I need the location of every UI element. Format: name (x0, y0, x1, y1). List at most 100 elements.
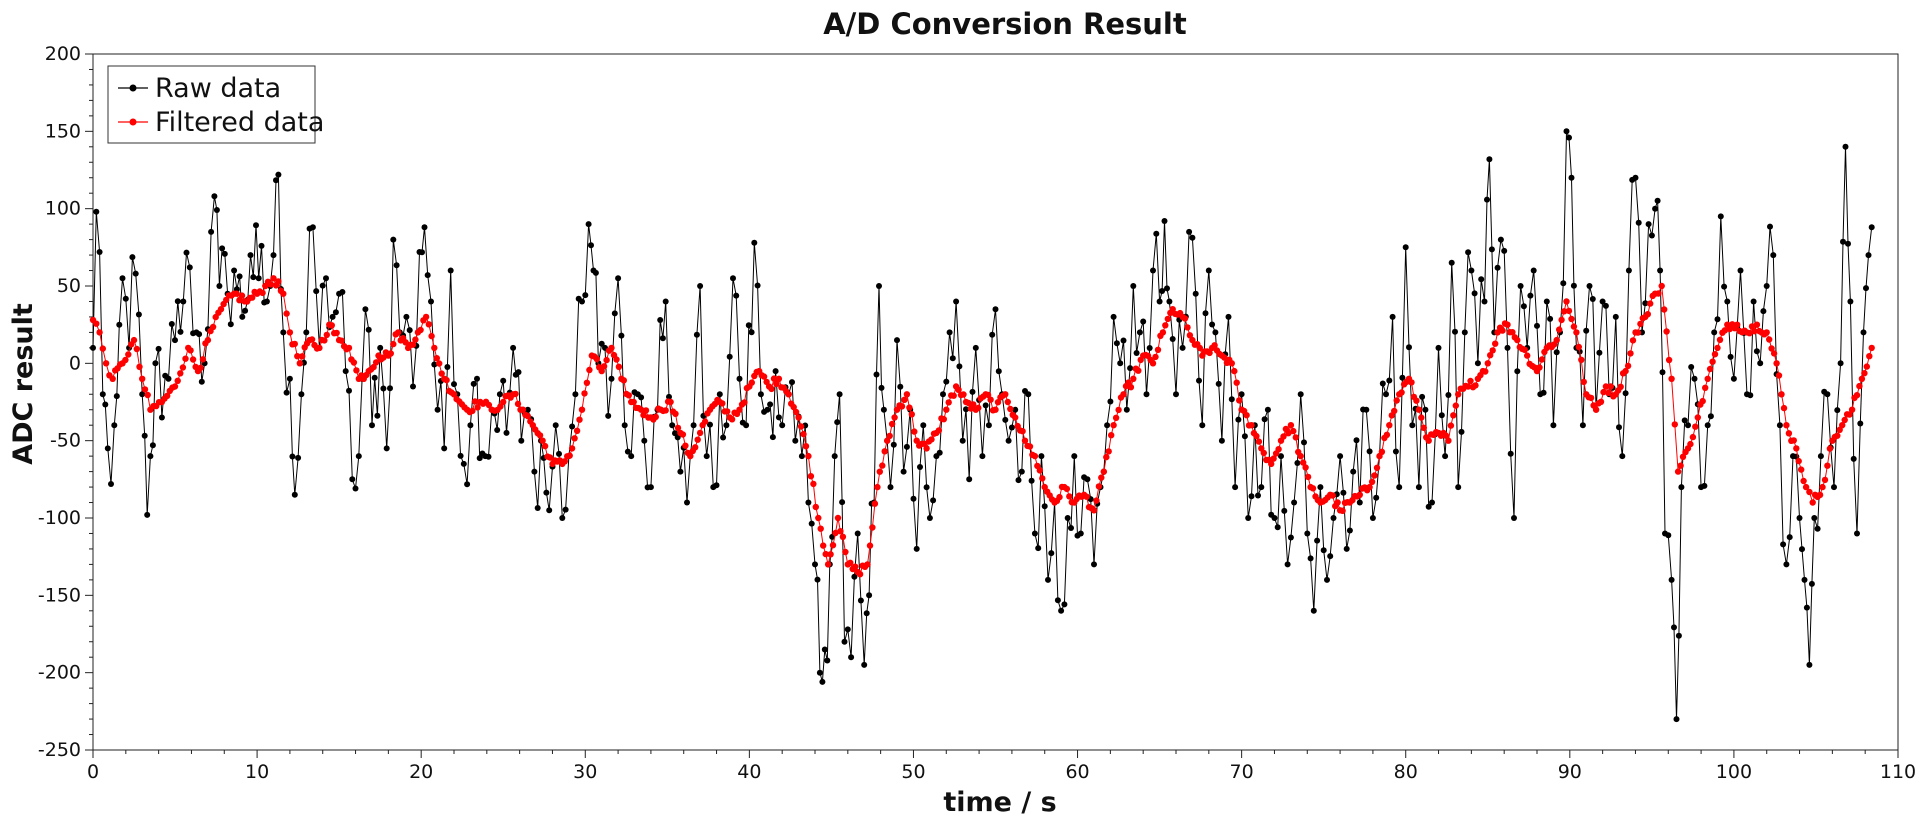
data-point (1644, 311, 1652, 318)
data-point (1304, 530, 1311, 537)
data-point (1578, 356, 1585, 363)
data-point (1005, 437, 1012, 444)
data-point (795, 414, 802, 421)
data-point (1694, 414, 1702, 421)
data-point (994, 399, 1002, 406)
data-point (910, 495, 917, 502)
data-point (1668, 375, 1675, 382)
data-point (1504, 344, 1511, 351)
data-point (1727, 353, 1734, 360)
data-point (1819, 483, 1826, 491)
data-point (1550, 422, 1557, 429)
data-point (736, 375, 743, 382)
data-point (552, 422, 559, 429)
data-point (1760, 308, 1767, 315)
data-point (1607, 383, 1615, 390)
data-point (93, 320, 100, 327)
series-filtered-data (89, 275, 1875, 578)
data-point (697, 283, 704, 289)
data-point (1795, 457, 1802, 465)
data-point (839, 533, 847, 540)
data-point (1363, 406, 1370, 413)
data-point (217, 306, 225, 313)
data-point (433, 355, 440, 362)
data-point (1773, 360, 1780, 367)
data-point (816, 669, 823, 676)
data-point (1287, 534, 1294, 541)
data-point (1018, 468, 1025, 475)
data-point (1556, 326, 1563, 333)
data-point (1041, 503, 1048, 510)
data-point (1580, 378, 1588, 386)
data-point (99, 345, 107, 352)
data-point (1095, 483, 1103, 490)
data-point (775, 414, 782, 421)
data-point (1309, 485, 1317, 492)
data-point (267, 281, 274, 288)
data-point (510, 344, 517, 351)
data-point (751, 239, 758, 246)
data-point (546, 507, 553, 514)
data-point (1302, 464, 1309, 471)
data-point (1468, 267, 1475, 274)
data-point (1063, 485, 1071, 493)
data-point (928, 436, 935, 443)
data-point (1824, 462, 1831, 469)
data-point (1768, 345, 1775, 352)
data-point (1839, 422, 1846, 429)
data-point (949, 355, 956, 362)
data-point (1452, 402, 1460, 409)
data-point (1413, 397, 1420, 404)
data-point (1048, 550, 1055, 557)
data-point (1665, 532, 1672, 539)
data-point (1379, 380, 1386, 387)
data-point (1647, 300, 1654, 307)
data-point (1642, 300, 1649, 307)
data-point (1821, 476, 1829, 484)
y-tick-label: 150 (45, 120, 81, 142)
data-point (1120, 337, 1127, 344)
data-point (1090, 507, 1098, 514)
data-point (1173, 391, 1179, 398)
data-point (1415, 484, 1422, 491)
data-point (723, 422, 730, 429)
data-point (1721, 327, 1729, 334)
data-point (1857, 420, 1864, 427)
data-point (1622, 390, 1629, 397)
data-point (1169, 306, 1176, 313)
data-point (1215, 380, 1222, 387)
data-point (897, 383, 904, 390)
data-point (96, 249, 103, 255)
data-point (701, 418, 709, 425)
data-point (422, 313, 430, 321)
data-point (1671, 421, 1679, 428)
data-point (789, 379, 795, 386)
data-point (93, 208, 100, 215)
data-point (659, 335, 666, 342)
data-point (906, 404, 913, 411)
data-point (1098, 474, 1105, 481)
data-point (1007, 405, 1014, 413)
data-point (880, 406, 887, 413)
data-point (1418, 414, 1425, 421)
data-point (1117, 360, 1124, 367)
x-tick-label: 10 (245, 761, 269, 783)
data-point (421, 224, 428, 231)
data-point (917, 464, 923, 470)
data-point (1202, 310, 1209, 317)
data-point (319, 282, 326, 289)
data-point (1619, 453, 1626, 460)
data-point (713, 482, 720, 489)
data-point (390, 236, 397, 243)
data-point (1824, 391, 1831, 398)
data-point (620, 377, 627, 384)
data-point (1568, 174, 1575, 181)
data-point (1307, 555, 1314, 562)
data-point (923, 445, 930, 452)
data-point (1464, 383, 1472, 390)
data-point (817, 525, 824, 532)
data-point (1674, 468, 1682, 475)
data-point (1709, 358, 1716, 365)
data-point (834, 419, 841, 426)
